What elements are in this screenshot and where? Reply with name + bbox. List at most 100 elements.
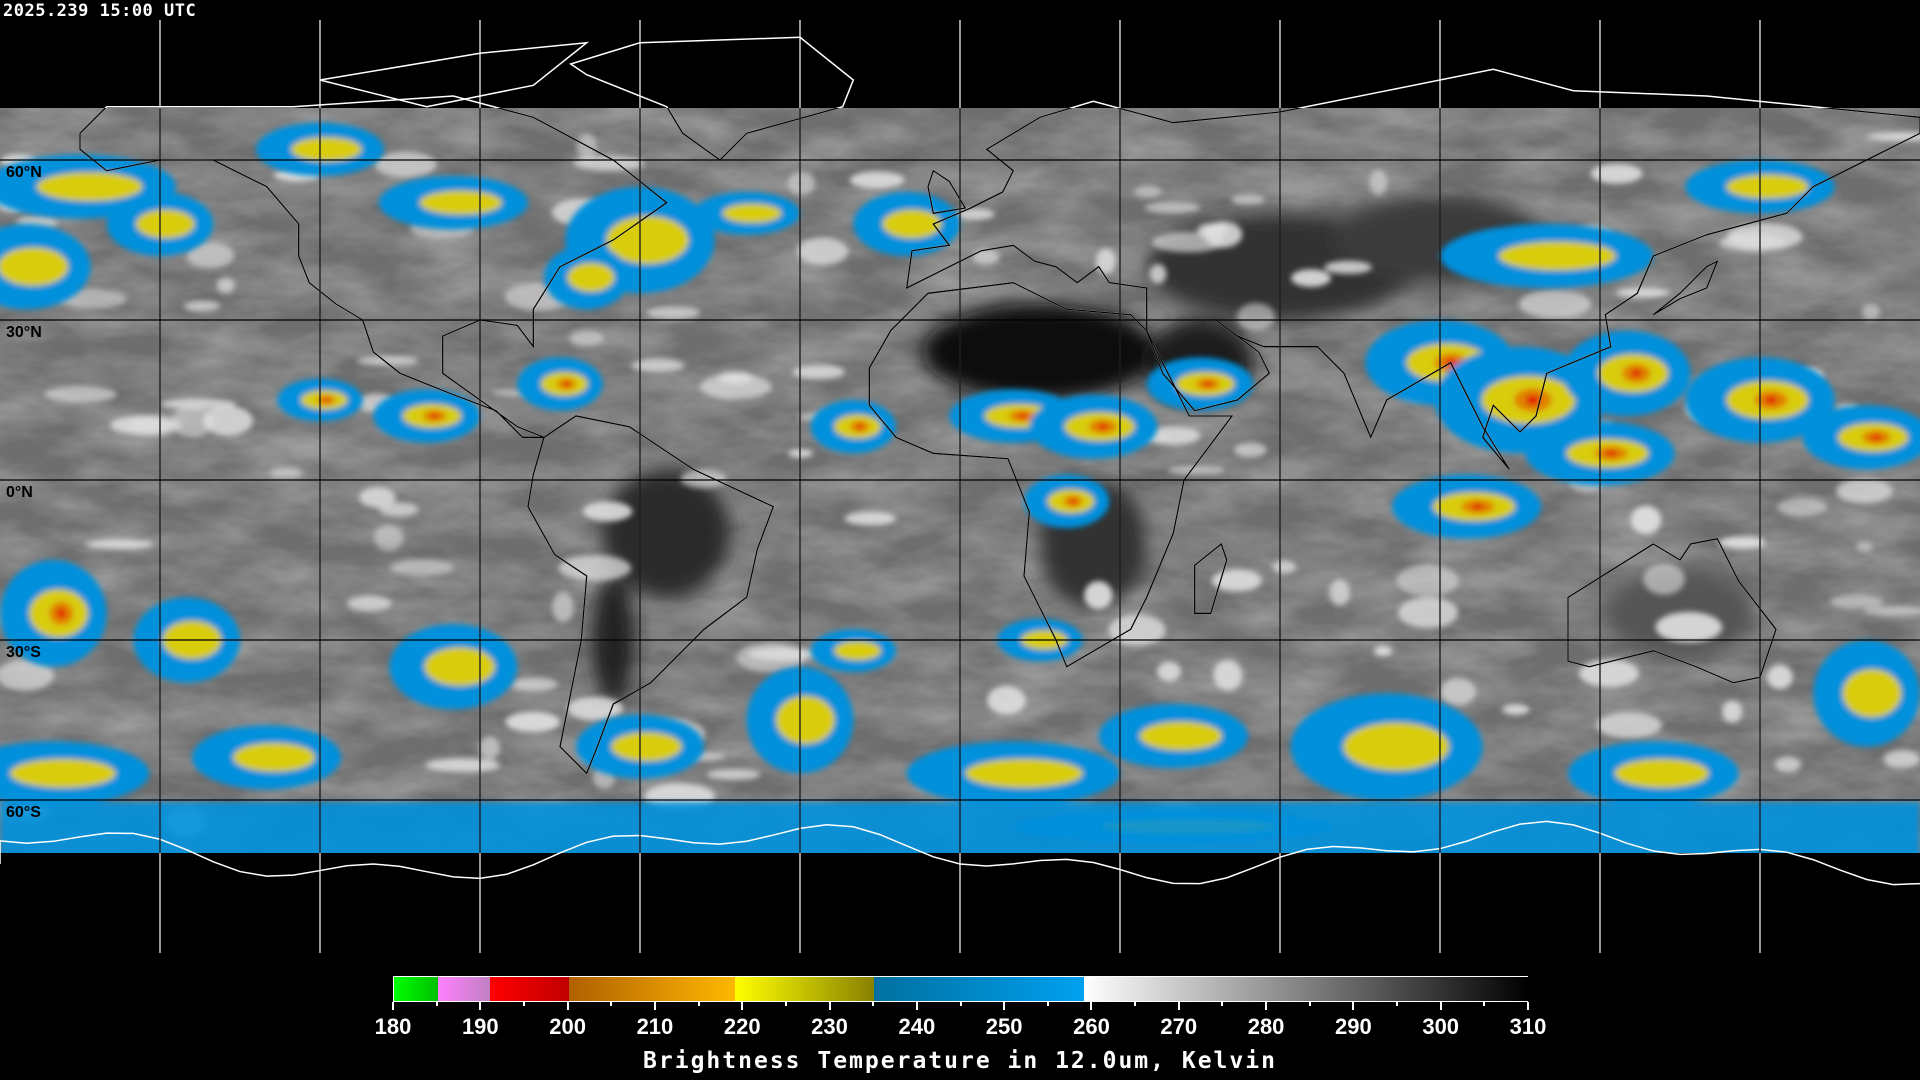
- cloud-patch: [706, 768, 760, 781]
- cloud-patch: [160, 398, 237, 410]
- cloud-patch: [552, 592, 574, 623]
- colorbar-tick: [828, 1002, 831, 1010]
- colorbar-tick-label: 180: [374, 1014, 412, 1039]
- cold-cloud-219-235K: [882, 209, 942, 239]
- cloud-patch: [1213, 659, 1243, 691]
- cloud-patch: [1271, 560, 1297, 574]
- cold-cloud-191-200K: [856, 424, 864, 430]
- lat-label: 30°N: [6, 324, 42, 341]
- cloud-patch: [390, 559, 454, 576]
- cloud-patch: [511, 677, 558, 692]
- colorbar: [393, 976, 1530, 1002]
- colorbar-tick: [1439, 1002, 1442, 1010]
- colorbar-tick: [1483, 1002, 1486, 1006]
- cloud-patch: [1291, 269, 1331, 287]
- cold-cloud-219-235K: [567, 262, 615, 292]
- cloud-patch: [374, 151, 437, 178]
- cloud-patch: [1233, 442, 1267, 458]
- cloud-patch: [1329, 579, 1351, 606]
- cold-cloud-219-235K: [36, 172, 143, 202]
- colorbar-tick: [1090, 1002, 1093, 1010]
- lat-label: 0°N: [6, 484, 33, 501]
- colorbar-tick: [392, 1002, 394, 1010]
- cold-cloud-219-235K: [1842, 669, 1902, 718]
- cloud-patch: [479, 736, 500, 761]
- coastline-south-america: [527, 415, 775, 775]
- cloud-patch: [680, 469, 727, 489]
- colorbar-tick: [1265, 1002, 1268, 1010]
- cold-cloud-191-200K: [1017, 413, 1029, 419]
- cloud-patch: [1596, 712, 1662, 739]
- cloud-patch: [1197, 223, 1228, 238]
- cold-cloud-191-200K: [57, 608, 66, 619]
- cloud-patch: [1134, 185, 1162, 198]
- colorbar-tick-label: 260: [1073, 1014, 1110, 1039]
- cloud-patch: [170, 405, 215, 438]
- cold-cloud-219-235K: [233, 742, 316, 772]
- cloud-patch: [717, 371, 754, 384]
- colorbar-tick: [872, 1002, 875, 1006]
- cold-cloud-219-235K: [834, 641, 882, 661]
- cloud-patch: [1374, 645, 1393, 657]
- cloud-patch: [1396, 564, 1459, 597]
- colorbar-segment: [734, 977, 875, 1001]
- cloud-patch: [269, 467, 303, 479]
- colorbar-tick-label: 220: [723, 1014, 761, 1039]
- cloud-patch: [0, 659, 54, 691]
- cloud-patch: [1211, 569, 1263, 592]
- colorbar-tick-label: 190: [461, 1014, 499, 1039]
- cold-cloud-219-235K: [722, 203, 782, 223]
- cloud-patch: [1590, 163, 1643, 184]
- cloud-patch: [346, 595, 392, 612]
- cold-cloud-191-200K: [1525, 395, 1540, 405]
- cloud-patch: [1440, 677, 1477, 706]
- cold-cloud-219-235K: [965, 758, 1083, 788]
- cloud-patch: [184, 300, 221, 312]
- colorbar-tick: [1134, 1002, 1137, 1006]
- colorbar-tick-label: 310: [1509, 1014, 1547, 1039]
- cloud-patch: [1721, 700, 1743, 723]
- cloud-patch: [792, 364, 845, 380]
- cloud-patch: [986, 685, 1026, 715]
- coastline-antarctica: [0, 820, 1920, 886]
- cold-cloud-191-200K: [562, 381, 570, 387]
- coastline-africa: [868, 282, 1234, 668]
- colorbar-tick-label: 300: [1422, 1014, 1460, 1039]
- cold-cloud-191-200K: [1631, 369, 1642, 378]
- cloud-patch: [1777, 497, 1828, 517]
- cloud-patch: [787, 171, 816, 196]
- colorbar-tick-label: 200: [549, 1014, 586, 1039]
- graticule: [0, 20, 1920, 953]
- cold-cloud-191-200K: [1471, 503, 1484, 510]
- cloud-patch: [1156, 661, 1182, 682]
- cold-cloud-219-235K: [1498, 241, 1616, 271]
- colorbar-segment: [394, 977, 439, 1001]
- cloud-patch: [1863, 606, 1920, 616]
- coastline-japan: [1652, 259, 1719, 316]
- colorbar-tick: [1221, 1002, 1224, 1006]
- colorbar-tick-label: 240: [898, 1014, 936, 1039]
- cloud-patch: [359, 486, 396, 508]
- cloud-patch: [582, 501, 633, 522]
- cloud-patch: [85, 539, 154, 550]
- cloud-patch: [1774, 756, 1802, 773]
- lat-label: 30°S: [6, 644, 41, 661]
- colorbar-tick-label: 230: [811, 1014, 848, 1039]
- colorbar-tick: [435, 1002, 438, 1006]
- cloud-patch: [1502, 704, 1530, 715]
- colorbar-segment: [437, 977, 491, 1001]
- cloud-patch: [44, 385, 117, 403]
- cold-cloud-191-200K: [322, 398, 330, 402]
- colorbar-tick-label: 210: [636, 1014, 674, 1039]
- colorbar-segment: [490, 977, 570, 1001]
- cold-cloud-219-235K: [419, 190, 502, 215]
- colorbar-tick: [566, 1002, 569, 1010]
- cloud-patch: [216, 277, 235, 294]
- cloud-patch: [700, 374, 772, 400]
- cold-cloud-219-235K: [0, 247, 69, 286]
- dark-land-region: [922, 304, 1158, 400]
- cloud-patch: [797, 237, 849, 265]
- cloud-patch: [1167, 465, 1225, 476]
- cloud-patch: [844, 511, 896, 526]
- cloud-patch: [1324, 260, 1372, 274]
